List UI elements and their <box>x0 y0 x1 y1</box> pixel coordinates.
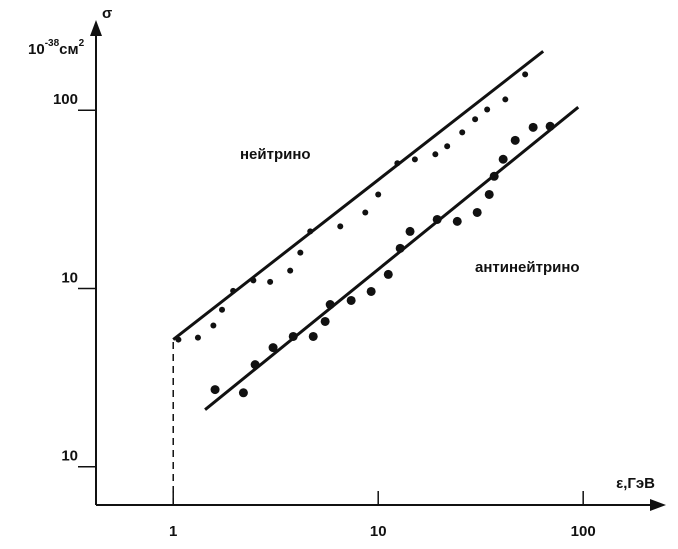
data-point <box>219 306 226 313</box>
data-point <box>545 121 555 131</box>
data-point <box>230 287 237 294</box>
data-point <box>383 269 393 279</box>
data-point <box>510 135 520 145</box>
series-label: антинейтрино <box>475 259 580 276</box>
data-point <box>484 106 491 113</box>
data-point <box>498 154 508 164</box>
data-point <box>395 243 405 253</box>
data-point <box>175 336 182 343</box>
data-point <box>250 277 257 284</box>
data-point <box>472 116 479 123</box>
data-point <box>337 223 344 230</box>
data-point <box>452 216 462 226</box>
x-tick-label: 1 <box>169 523 177 540</box>
unit-exp: -38 <box>45 38 60 49</box>
unit-exp: 2 <box>79 38 85 49</box>
data-point <box>194 334 201 341</box>
unit-base: 10 <box>28 41 45 58</box>
x-axis-label: ε,ГэВ <box>616 475 655 492</box>
data-point <box>307 228 314 235</box>
fit-line <box>204 106 580 411</box>
data-point <box>444 143 451 150</box>
data-point <box>238 388 248 398</box>
data-point <box>522 71 529 78</box>
unit-name: см <box>59 41 78 58</box>
data-point <box>432 151 439 158</box>
x-tick-label: 10 <box>370 523 387 540</box>
data-point <box>411 156 418 163</box>
y-tick-label: 100 <box>53 91 78 108</box>
x-axis-arrow <box>650 499 666 511</box>
data-point <box>308 331 318 341</box>
data-point <box>325 300 335 310</box>
data-point <box>528 122 538 132</box>
data-point <box>267 278 274 285</box>
data-point <box>375 191 382 198</box>
data-point <box>210 322 217 329</box>
y-axis-unit: 10-38см2 <box>28 38 85 58</box>
data-point <box>346 295 356 305</box>
data-point <box>502 96 509 103</box>
data-point <box>320 316 330 326</box>
y-axis-arrow <box>90 20 102 36</box>
data-point <box>288 331 298 341</box>
data-point <box>268 343 278 353</box>
series-label: нейтрино <box>240 146 311 163</box>
data-point <box>250 360 260 370</box>
data-point <box>484 189 494 199</box>
data-point <box>366 286 376 296</box>
data-point <box>287 267 294 274</box>
data-point <box>394 160 401 167</box>
data-point <box>459 129 466 136</box>
y-axis-label: σ <box>102 5 112 22</box>
data-point <box>210 385 220 395</box>
data-point <box>432 214 442 224</box>
data-point <box>362 209 369 216</box>
y-tick-label: 10 <box>61 448 78 465</box>
data-point <box>405 226 415 236</box>
x-tick-label: 100 <box>571 523 596 540</box>
data-point <box>297 249 304 256</box>
y-tick-label: 10 <box>61 269 78 286</box>
data-point <box>489 171 499 181</box>
data-point <box>472 207 482 217</box>
